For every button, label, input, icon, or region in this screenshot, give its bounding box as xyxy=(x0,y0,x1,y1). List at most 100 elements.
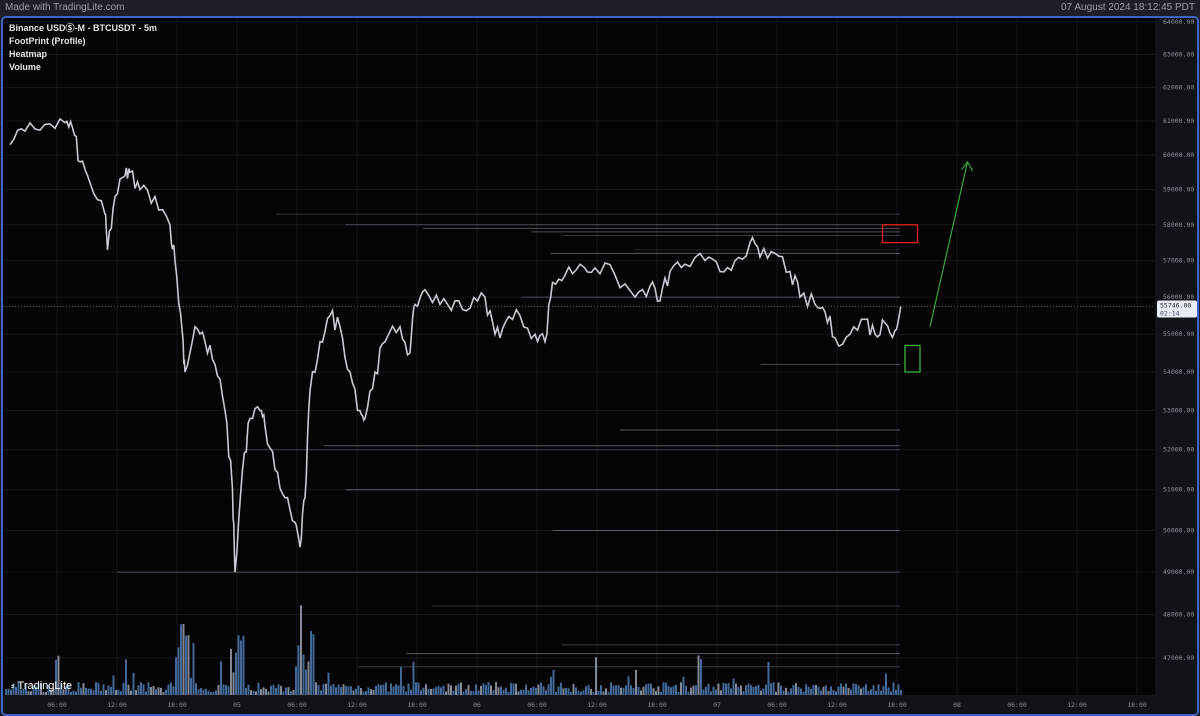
volume-bar xyxy=(652,688,655,695)
volume-bar xyxy=(340,687,342,695)
volume-bar xyxy=(522,689,525,695)
volume-bar xyxy=(430,688,432,695)
volume-bar xyxy=(85,687,87,695)
volume-bar xyxy=(542,686,545,695)
volume-bar xyxy=(892,682,895,695)
y-tick-label: 62000.00 xyxy=(1163,83,1194,91)
volume-bar xyxy=(567,688,570,695)
volume-bar xyxy=(862,687,865,695)
volume-bar xyxy=(617,685,620,695)
volume-bar xyxy=(847,687,850,695)
y-tick-label: 64000.00 xyxy=(1163,18,1194,26)
y-tick-label: 61000.00 xyxy=(1163,117,1194,125)
volume-bar xyxy=(237,635,240,695)
volume-bar xyxy=(77,682,80,695)
volume-bar xyxy=(12,683,15,695)
volume-bar xyxy=(747,683,750,695)
volume-bar xyxy=(532,686,535,695)
x-tick-label: 12:00 xyxy=(827,701,847,709)
volume-bar xyxy=(900,689,902,695)
layer-volume[interactable]: Volume xyxy=(9,62,41,72)
price-series xyxy=(9,117,902,573)
volume-bar xyxy=(102,684,105,695)
volume-bar xyxy=(695,685,697,695)
volume-bar xyxy=(232,672,235,695)
volume-bar xyxy=(330,685,332,695)
volume-bar xyxy=(475,684,477,695)
volume-bar xyxy=(297,645,300,695)
volume-bar xyxy=(255,691,257,695)
volume-bar xyxy=(10,689,12,695)
volume-bar xyxy=(477,690,480,695)
volume-bar xyxy=(187,635,190,695)
volume-bar xyxy=(242,635,245,695)
volume-bar xyxy=(540,682,542,695)
volume-bar xyxy=(387,691,390,695)
volume-bar xyxy=(45,691,47,695)
volume-bar xyxy=(507,691,510,695)
volume-bar xyxy=(820,690,822,695)
layer-heatmap[interactable]: Heatmap xyxy=(9,49,48,59)
volume-bar xyxy=(722,682,725,695)
volume-bar xyxy=(485,685,487,695)
volume-bar xyxy=(712,686,715,695)
volume-bar xyxy=(777,682,780,695)
volume-bar xyxy=(815,684,817,695)
symbol-label[interactable]: Binance USDⓈ-M - BTCUSDT - 5m xyxy=(9,23,158,33)
volume-bar xyxy=(535,687,537,695)
volume-bar xyxy=(597,690,600,695)
volume-bar xyxy=(137,685,140,695)
volume-bar xyxy=(295,666,297,695)
volume-bar xyxy=(765,684,767,695)
volume-bar xyxy=(312,634,315,695)
volume-bar xyxy=(842,686,845,695)
volume-bar xyxy=(860,688,862,695)
price-tag-value: 55746.00 xyxy=(1160,301,1191,309)
volume-bar xyxy=(180,624,182,695)
chart-frame[interactable]: Binance USDⓈ-M - BTCUSDT - 5m FootPrint … xyxy=(1,16,1199,716)
volume-bar xyxy=(687,691,690,695)
volume-bar xyxy=(350,686,352,695)
y-tick-label: 51000.00 xyxy=(1163,486,1194,494)
volume-bar xyxy=(280,685,282,695)
volume-bar xyxy=(520,689,522,695)
price-chart[interactable]: 64000.00 63000.00 62000.00 61000.00 60000.00… xyxy=(3,18,1197,714)
volume-bar xyxy=(732,678,735,695)
volume-bar xyxy=(425,684,427,695)
volume-bar xyxy=(122,682,125,695)
volume-bar xyxy=(82,683,85,695)
volume-bar xyxy=(452,690,455,695)
y-tick-label: 47000.00 xyxy=(1163,654,1194,662)
volume-bar xyxy=(502,689,505,695)
volume-bar xyxy=(527,690,530,695)
volume-bar xyxy=(345,685,347,695)
volume-bar xyxy=(217,685,220,695)
volume-bar xyxy=(807,686,810,695)
arrow-annotation xyxy=(929,161,969,327)
volume-bar xyxy=(300,605,302,695)
volume-bar xyxy=(55,659,57,695)
volume-bar xyxy=(247,684,250,695)
volume-bar xyxy=(127,684,130,695)
volume-bar xyxy=(337,684,340,695)
x-tick-label: 06:00 xyxy=(47,701,67,709)
volume-bar xyxy=(742,691,745,695)
volume-bar xyxy=(657,686,660,695)
volume-bar xyxy=(582,690,585,695)
volume-bar xyxy=(835,691,837,695)
volume-bar xyxy=(175,657,177,695)
volume-bar xyxy=(492,690,495,695)
volume-bar xyxy=(60,682,62,695)
volume-bar xyxy=(725,683,727,695)
volume-bar xyxy=(182,623,185,695)
volume-bar xyxy=(515,683,517,695)
volume-bar xyxy=(132,673,135,695)
volume-bar xyxy=(360,688,362,695)
volume-bar xyxy=(735,683,737,695)
volume-bar xyxy=(97,682,100,695)
volume-bar xyxy=(737,686,740,695)
layer-footprint[interactable]: FootPrint (Profile) xyxy=(9,36,86,46)
volume-bar xyxy=(552,669,555,695)
x-tick-label: 06 xyxy=(473,701,481,709)
logo-icon: ⸗ xyxy=(11,680,18,692)
